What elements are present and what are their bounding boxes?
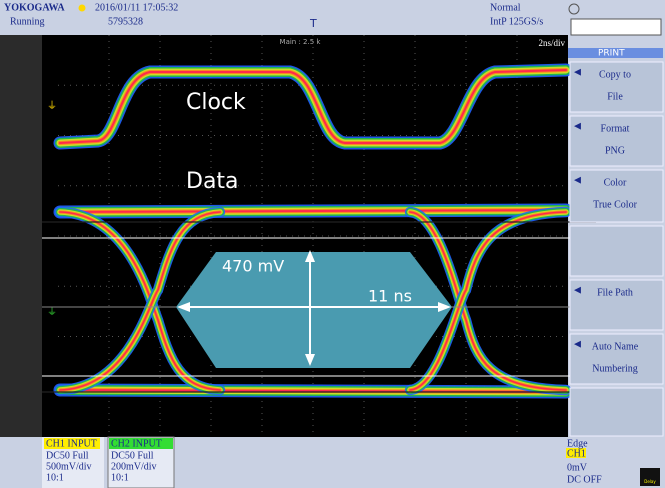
menu-button[interactable] xyxy=(570,226,663,276)
eye-opening xyxy=(176,252,452,368)
sample-rate: IntP 125GS/s xyxy=(490,16,543,27)
record-length: 5795328 xyxy=(108,16,143,27)
channel-title: CH1 INPUT xyxy=(46,438,97,449)
channel-setting: 10:1 xyxy=(46,472,64,483)
ch1-marker: ⏚ xyxy=(47,100,57,112)
soft-menu: PRINT ◀ Copy to File ◀ Format PNG ◀ Color True C… xyxy=(568,48,663,436)
menu-item-value: True Color xyxy=(593,199,637,210)
data-label: Data xyxy=(186,169,239,194)
menu-item-value: File xyxy=(607,91,623,102)
channel-title: CH2 INPUT xyxy=(111,438,162,449)
eye-height-label: 470 mV xyxy=(222,257,284,276)
channel-setting: 200mV/div xyxy=(111,461,157,472)
status: Running xyxy=(10,16,44,27)
input-box[interactable] xyxy=(571,19,661,35)
delay-label: Delay xyxy=(644,479,656,484)
menu-arrow: ◀ xyxy=(574,176,581,186)
menu-title: PRINT xyxy=(598,49,625,59)
left-strip xyxy=(0,35,42,437)
channel-setting: 10:1 xyxy=(111,472,129,483)
clock-label: Clock xyxy=(186,90,246,115)
mode: Normal xyxy=(490,2,521,13)
menu-item-label: Color xyxy=(604,177,627,188)
trigger-coupling: DC OFF xyxy=(567,474,602,485)
menu-arrow: ◀ xyxy=(574,122,581,132)
trigger-source: CH1 xyxy=(567,448,586,459)
channel-setting: DC50 Full xyxy=(46,450,89,461)
trigger-level: 0mV xyxy=(567,462,588,473)
menu-item-label: Format xyxy=(601,123,630,134)
menu-arrow: ◀ xyxy=(574,286,581,296)
trigger-marker: T xyxy=(309,17,317,30)
menu-arrow: ◀ xyxy=(574,68,581,78)
menu-button[interactable] xyxy=(570,388,663,436)
eye-width-label: 11 ns xyxy=(368,287,412,306)
menu-item-value: Numbering xyxy=(592,363,638,374)
menu-item-value: PNG xyxy=(605,145,625,156)
timebase: 2ns/div xyxy=(538,38,565,48)
status-dot xyxy=(79,5,86,12)
menu-item-label: Copy to xyxy=(599,69,631,80)
menu-item-label: Auto Name xyxy=(592,341,639,352)
scope-screen: YOKOGAWA 2016/01/11 17:05:32 Running 579… xyxy=(0,0,665,488)
brand: YOKOGAWA xyxy=(4,2,65,13)
menu-item-label: File Path xyxy=(597,287,633,298)
channel-setting: DC50 Full xyxy=(111,450,154,461)
channel-setting: 500mV/div xyxy=(46,461,92,472)
ch2-marker: ⏚ xyxy=(47,306,57,318)
timestamp: 2016/01/11 17:05:32 xyxy=(95,2,178,13)
menu-arrow: ◀ xyxy=(574,340,581,350)
main-label: Main : 2.5 k xyxy=(280,38,322,46)
